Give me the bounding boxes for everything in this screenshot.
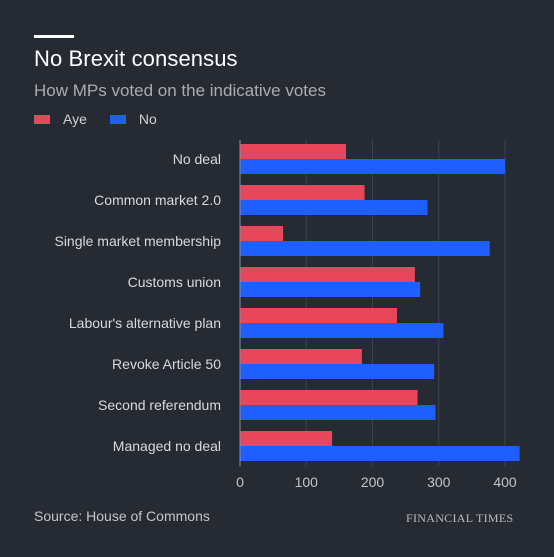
bar-aye-2 [240, 226, 284, 241]
title-accent-bar [34, 35, 74, 38]
category-label: Labour's alternative plan [69, 315, 221, 331]
bar-no-6 [240, 405, 436, 420]
legend-swatch-aye [34, 114, 50, 124]
x-tick-label-300: 300 [427, 474, 451, 490]
chart-subtitle: How MPs voted on the indicative votes [34, 81, 326, 100]
category-label: Revoke Article 50 [112, 356, 221, 372]
category-label: Customs union [128, 274, 221, 290]
legend-label-no: No [138, 111, 157, 127]
bar-aye-7 [240, 431, 333, 446]
bar-no-3 [240, 282, 421, 297]
bar-no-0 [240, 159, 505, 174]
x-tick-label-200: 200 [361, 474, 385, 490]
x-tick-label-100: 100 [295, 474, 319, 490]
bar-no-2 [240, 241, 490, 256]
bar-no-1 [240, 200, 428, 215]
chart-legend: Aye No [34, 111, 180, 127]
category-label: Common market 2.0 [94, 192, 221, 208]
bar-aye-3 [240, 267, 415, 282]
bar-no-7 [240, 446, 520, 461]
legend-swatch-no [109, 114, 126, 124]
publisher-brand: FINANCIAL TIMES [406, 511, 514, 525]
bar-no-5 [240, 364, 435, 379]
legend-item-no: No [109, 111, 157, 127]
bar-aye-0 [240, 144, 346, 159]
bar-aye-5 [240, 349, 362, 364]
category-label: No deal [173, 151, 221, 167]
category-label: Second referendum [98, 397, 221, 413]
bar-no-4 [240, 323, 444, 338]
category-label: Single market membership [54, 233, 221, 249]
source-note: Source: House of Commons [34, 508, 210, 524]
bar-aye-6 [240, 390, 418, 405]
x-tick-label-0: 0 [236, 474, 244, 490]
x-tick-label-400: 400 [493, 474, 517, 490]
category-label: Managed no deal [113, 438, 221, 454]
legend-item-aye: Aye [34, 111, 87, 127]
bar-aye-1 [240, 185, 365, 200]
legend-label-aye: Aye [63, 111, 87, 127]
bar-aye-4 [240, 308, 398, 323]
chart-title: No Brexit consensus [34, 46, 238, 71]
